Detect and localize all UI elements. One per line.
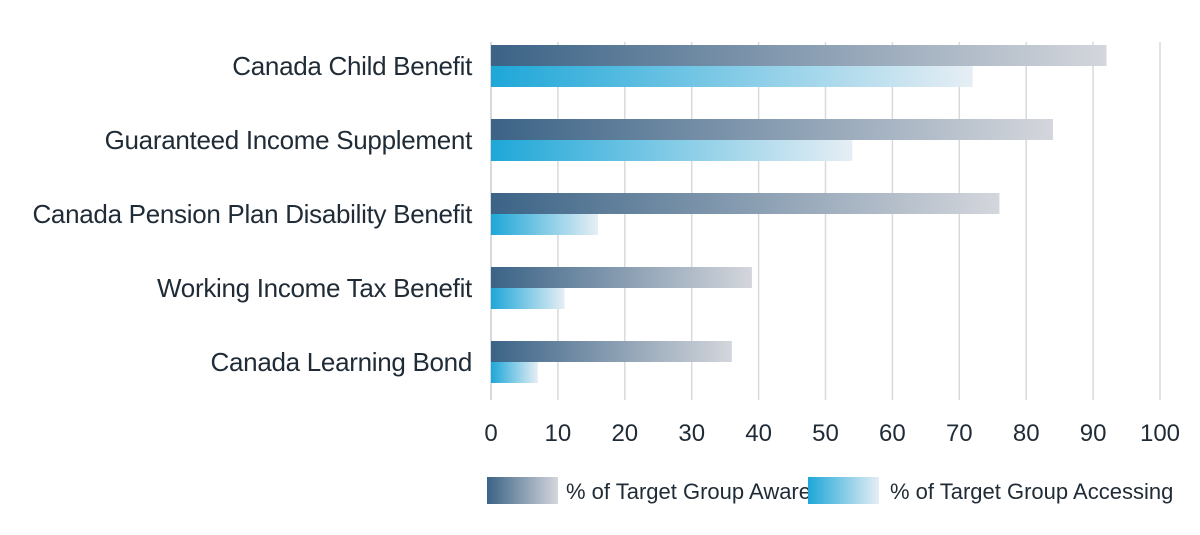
legend-label: % of Target Group Aware — [566, 479, 811, 504]
category-label: Canada Child Benefit — [232, 51, 473, 81]
gridlines — [490, 42, 1161, 400]
bar-accessing — [491, 288, 565, 309]
bar-accessing — [491, 66, 973, 87]
x-tick-label: 20 — [611, 420, 638, 447]
category-label: Canada Pension Plan Disability Benefit — [32, 199, 473, 229]
x-axis-ticks: 0 10 20 30 40 50 60 70 80 90 100 — [484, 420, 1180, 447]
bar-accessing — [491, 140, 853, 161]
legend-swatch — [808, 477, 879, 504]
x-tick-label: 100 — [1140, 420, 1180, 447]
category-labels: Canada Child Benefit Guaranteed Income Su… — [32, 51, 473, 377]
legend: % of Target Group Aware % of Target Group… — [487, 477, 1173, 504]
category-label: Working Income Tax Benefit — [157, 273, 473, 303]
bar-aware — [491, 119, 1053, 140]
x-tick-label: 60 — [879, 420, 906, 447]
x-tick-label: 10 — [545, 420, 572, 447]
legend-label: % of Target Group Accessing — [890, 479, 1173, 504]
legend-swatch — [487, 477, 558, 504]
bar-accessing — [491, 362, 538, 383]
x-tick-label: 30 — [678, 420, 705, 447]
x-tick-label: 80 — [1013, 420, 1040, 447]
category-label: Canada Learning Bond — [211, 347, 472, 377]
bar-aware — [491, 193, 1000, 214]
category-label: Guaranteed Income Supplement — [105, 125, 473, 155]
x-tick-label: 70 — [946, 420, 973, 447]
bar-aware — [491, 267, 752, 288]
bar-aware — [491, 341, 732, 362]
x-tick-label: 90 — [1080, 420, 1107, 447]
bar-accessing — [491, 214, 599, 235]
bars — [491, 45, 1107, 383]
x-tick-label: 0 — [484, 420, 497, 447]
x-tick-label: 40 — [745, 420, 772, 447]
bar-aware — [491, 45, 1107, 66]
x-tick-label: 50 — [812, 420, 839, 447]
